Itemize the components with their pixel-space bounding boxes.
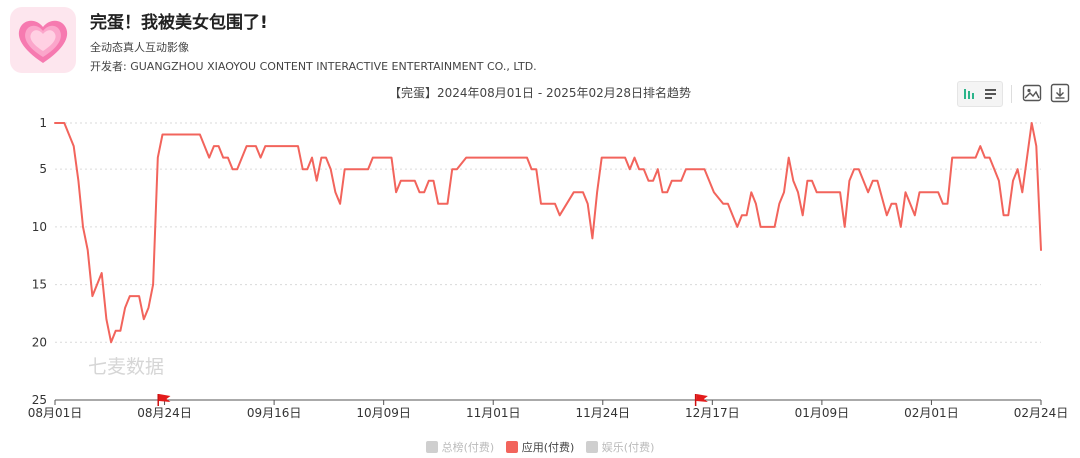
app-category: 全动态真人互动影像 bbox=[90, 41, 189, 54]
developer-label: 开发者: bbox=[90, 60, 127, 73]
x-tick-label: 09月16日 bbox=[247, 406, 302, 420]
toolbar-divider bbox=[1011, 85, 1012, 103]
legend-swatch bbox=[505, 441, 518, 453]
developer-line: 开发者: GUANGZHOU XIAOYOU CONTENT INTERACTI… bbox=[90, 58, 537, 74]
y-tick-label: 20 bbox=[32, 335, 47, 349]
legend-item-entertainment[interactable]: 娱乐(付费) bbox=[585, 439, 655, 455]
app-icon bbox=[10, 7, 76, 73]
event-flag-icon[interactable] bbox=[157, 394, 171, 406]
chart-view-toggle bbox=[957, 81, 1003, 107]
list-icon[interactable] bbox=[980, 82, 1002, 106]
y-tick-label: 25 bbox=[32, 393, 47, 407]
legend-item-apps[interactable]: 应用(付费) bbox=[505, 439, 575, 455]
download-icon[interactable] bbox=[1049, 82, 1071, 104]
hearts-icon bbox=[18, 20, 68, 63]
series-line bbox=[54, 122, 1042, 344]
x-tick-label: 12月17日 bbox=[685, 406, 740, 420]
legend-swatch bbox=[425, 441, 438, 453]
bar-chart-icon[interactable] bbox=[958, 82, 980, 106]
x-tick-label: 02月24日 bbox=[1014, 406, 1069, 420]
legend-label: 娱乐(付费) bbox=[601, 441, 655, 454]
x-tick-label: 11月01日 bbox=[466, 406, 521, 420]
image-export-icon[interactable] bbox=[1021, 82, 1043, 104]
x-tick-label: 10月09日 bbox=[356, 406, 411, 420]
legend: 总榜(付费) 应用(付费) 娱乐(付费) bbox=[0, 439, 1080, 455]
x-tick-label: 01月09日 bbox=[795, 406, 850, 420]
event-flag-icon[interactable] bbox=[694, 394, 708, 406]
y-tick-label: 5 bbox=[39, 162, 47, 176]
y-tick-label: 10 bbox=[32, 220, 47, 234]
watermark: 七麦数据 bbox=[88, 356, 164, 378]
chart-title: 【完蛋】2024年08月01日 - 2025年02月28日排名趋势 bbox=[388, 86, 692, 100]
x-tick-label: 08月24日 bbox=[137, 406, 192, 420]
app-title: 完蛋！我被美女包围了! bbox=[90, 13, 268, 33]
x-tick-label: 08月01日 bbox=[28, 406, 83, 420]
legend-label: 应用(付费) bbox=[521, 441, 575, 454]
y-tick-label: 15 bbox=[32, 278, 47, 292]
x-tick-label: 02月01日 bbox=[904, 406, 959, 420]
legend-item-overall[interactable]: 总榜(付费) bbox=[425, 439, 495, 455]
legend-swatch bbox=[585, 441, 598, 453]
developer-name: GUANGZHOU XIAOYOU CONTENT INTERACTIVE EN… bbox=[130, 60, 537, 73]
legend-label: 总榜(付费) bbox=[441, 441, 495, 454]
y-tick-label: 1 bbox=[39, 116, 47, 130]
x-tick-label: 11月24日 bbox=[576, 406, 631, 420]
